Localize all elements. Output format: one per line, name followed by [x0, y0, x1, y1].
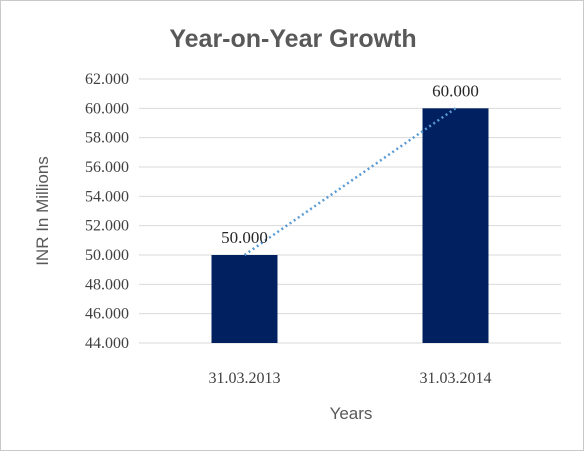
y-tick-label: 48.000 [85, 276, 129, 293]
data-label: 60.000 [432, 81, 479, 100]
y-tick-label: 56.000 [85, 159, 129, 176]
x-axis-title: Years [330, 404, 373, 423]
y-tick-label: 62.000 [85, 71, 129, 88]
x-axis-ticks: 31.03.2013 31.03.2014 [209, 370, 492, 387]
y-tick-label: 44.000 [85, 335, 129, 352]
y-tick-label: 50.000 [85, 247, 129, 264]
y-tick-label: 58.000 [85, 130, 129, 147]
x-tick-label: 31.03.2013 [209, 370, 281, 387]
y-axis-ticks: 44.000 46.000 48.000 50.000 52.000 54.000 56.0… [85, 71, 129, 352]
x-tick-label: 31.03.2014 [420, 370, 492, 387]
y-tick-label: 54.000 [85, 188, 129, 205]
y-tick-label: 60.000 [85, 100, 129, 117]
bar [211, 255, 278, 343]
gridlines [139, 78, 561, 344]
data-labels: 50.000 60.000 [221, 81, 479, 247]
bars [211, 108, 489, 343]
y-tick-label: 52.000 [85, 218, 129, 235]
y-tick-label: 46.000 [85, 306, 129, 323]
y-axis-title: INR In Millions [33, 156, 52, 266]
chart-title: Year-on-Year Growth [169, 25, 416, 53]
bar [422, 108, 489, 343]
data-label: 50.000 [221, 228, 268, 247]
